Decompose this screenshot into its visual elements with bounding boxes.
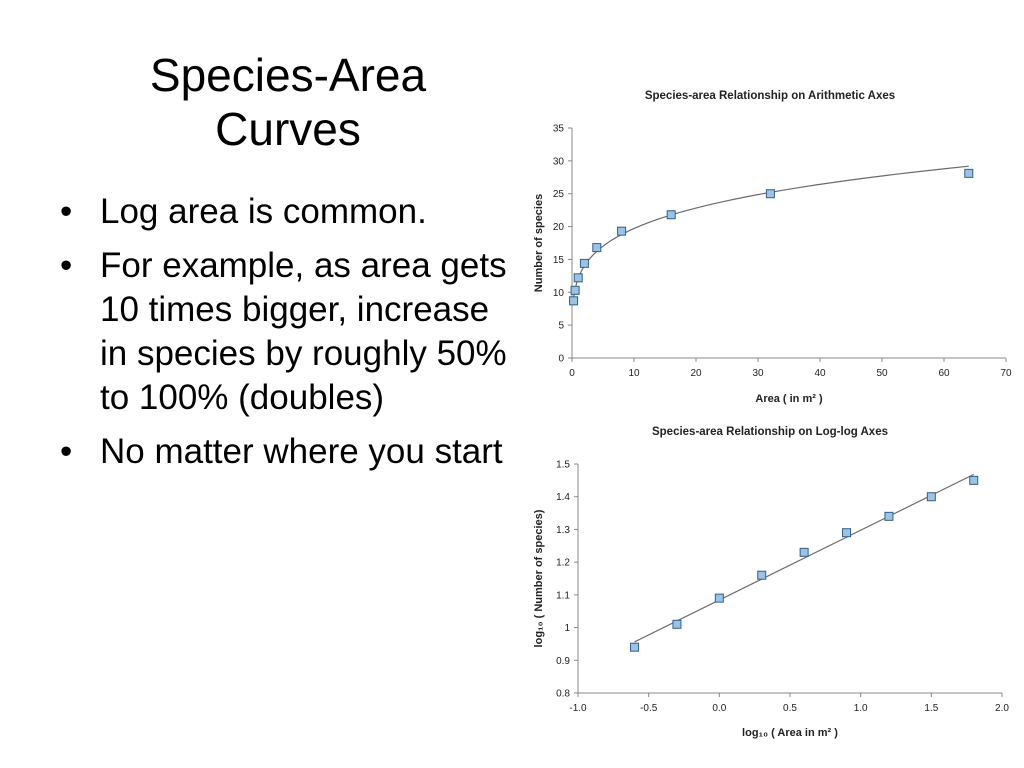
data-point <box>714 593 724 603</box>
data-point <box>617 226 627 236</box>
data-point <box>884 511 894 521</box>
data-point <box>926 492 936 502</box>
x-axis-label: Area ( in m² ) <box>755 393 823 405</box>
y-tick-label: 0.8 <box>556 689 570 700</box>
x-tick-label: 60 <box>938 368 950 379</box>
bullet-item: Log area is common. <box>60 190 510 234</box>
y-tick-label: 15 <box>553 255 565 266</box>
data-point <box>765 189 775 199</box>
data-point <box>969 475 979 485</box>
chart-2: Species-area Relationship on Log-log Axe… <box>533 426 1009 739</box>
charts-figure: Species-area Relationship on Arithmetic … <box>533 90 1012 739</box>
y-tick-label: 5 <box>558 321 564 332</box>
slide-title-line-2: Curves <box>215 103 361 155</box>
x-tick-label: -0.5 <box>640 703 658 714</box>
data-point <box>579 258 589 268</box>
y-tick-label: 1.5 <box>556 460 570 471</box>
bullet-item: For example, as area gets 10 times bigge… <box>60 244 510 420</box>
bullet-item: No matter where you start <box>60 430 510 474</box>
y-tick-label: 0 <box>558 354 564 365</box>
fit-curve <box>572 165 969 299</box>
chart-title: Species-area Relationship on Arithmetic … <box>645 90 895 102</box>
x-tick-label: 30 <box>752 368 764 379</box>
x-tick-label: 2.0 <box>995 703 1009 714</box>
x-tick-label: 1.5 <box>924 703 938 714</box>
data-point <box>666 210 676 220</box>
data-point <box>842 528 852 538</box>
data-point <box>573 273 583 283</box>
y-tick-label: 25 <box>553 189 565 200</box>
x-tick-label: 0.0 <box>712 703 726 714</box>
slide-title-line-1: Species-Area <box>149 49 427 101</box>
y-tick-label: 30 <box>553 156 565 167</box>
data-point <box>672 619 682 629</box>
x-tick-label: 70 <box>1000 368 1012 379</box>
y-axis-label: log₁₀ ( Number of species) <box>533 509 545 647</box>
chart-title: Species-area Relationship on Log-log Axe… <box>652 426 888 438</box>
data-point <box>964 168 974 178</box>
chart-1: Species-area Relationship on Arithmetic … <box>533 90 1012 405</box>
y-tick-label: 0.9 <box>556 656 570 667</box>
x-tick-label: 10 <box>628 368 640 379</box>
x-tick-label: 50 <box>876 368 888 379</box>
data-point <box>592 243 602 253</box>
x-tick-label: 20 <box>690 368 702 379</box>
y-tick-label: 20 <box>553 222 565 233</box>
y-tick-label: 1.3 <box>556 525 570 536</box>
x-tick-label: -1.0 <box>569 703 587 714</box>
x-tick-label: 40 <box>814 368 826 379</box>
y-tick-label: 1 <box>564 623 570 634</box>
data-point <box>630 642 640 652</box>
y-tick-label: 10 <box>553 288 565 299</box>
data-point <box>570 285 580 295</box>
y-tick-label: 1.2 <box>556 558 570 569</box>
y-tick-label: 1.1 <box>556 590 570 601</box>
y-axis-label: Number of species <box>533 194 545 292</box>
data-point <box>757 570 767 580</box>
x-axis-label: log₁₀ ( Area in m² ) <box>742 727 838 739</box>
x-tick-label: 0 <box>569 368 575 379</box>
fit-line <box>634 473 974 643</box>
x-tick-label: 1.0 <box>854 703 868 714</box>
slide-title: Species-Area Curves <box>60 48 516 156</box>
y-tick-label: 35 <box>553 124 565 135</box>
bullet-list: Log area is common. For example, as area… <box>60 190 510 484</box>
data-point <box>569 296 579 306</box>
y-tick-label: 1.4 <box>556 492 570 503</box>
x-tick-label: 0.5 <box>783 703 797 714</box>
data-point <box>799 547 809 557</box>
